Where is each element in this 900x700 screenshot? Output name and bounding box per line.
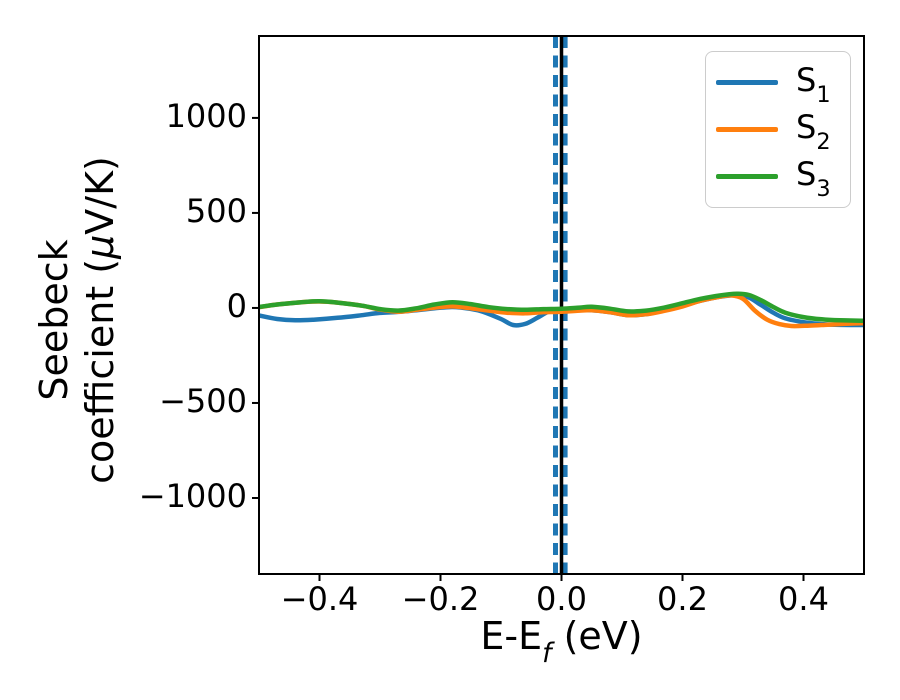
series-line-s3: [259, 291, 864, 323]
x-tick-label: −0.2: [401, 580, 480, 618]
legend-line-sample-s3: [716, 174, 778, 179]
plot-area: [259, 36, 864, 574]
x-tick-label: −0.4: [280, 580, 359, 618]
legend-label: S1: [796, 60, 831, 109]
y-axis-label-line2: coefficient (μV/K): [78, 156, 122, 484]
y-axis-label: Seebeck coefficient (μV/K): [31, 156, 123, 484]
y-axis-label-line1: Seebeck: [32, 239, 76, 401]
legend-line-sample-s1: [716, 80, 778, 85]
x-tick-label: 0.4: [778, 580, 829, 618]
y-tick-label: −1000: [138, 476, 247, 515]
x-tick-label: 0.2: [657, 580, 708, 618]
x-axis-label: E-Ef (eV): [480, 614, 643, 670]
legend-entry-s2: S2: [716, 106, 840, 156]
legend-label: S2: [796, 107, 831, 156]
legend-entry-s3: S3: [716, 153, 840, 203]
y-tick-label: 500: [185, 191, 247, 230]
x-axis-label-subscript: f: [542, 638, 552, 670]
legend: S1 S2 S3: [705, 51, 851, 208]
legend-label: S3: [796, 154, 831, 203]
y-tick-label: −500: [159, 381, 247, 420]
legend-line-sample-s2: [716, 127, 778, 132]
y-tick-label: 1000: [165, 96, 247, 135]
legend-entry-s1: S1: [716, 59, 840, 109]
x-tick-label: 0.0: [536, 580, 587, 618]
mu-symbol: μ: [78, 234, 122, 259]
y-tick-label: 0: [226, 286, 247, 325]
